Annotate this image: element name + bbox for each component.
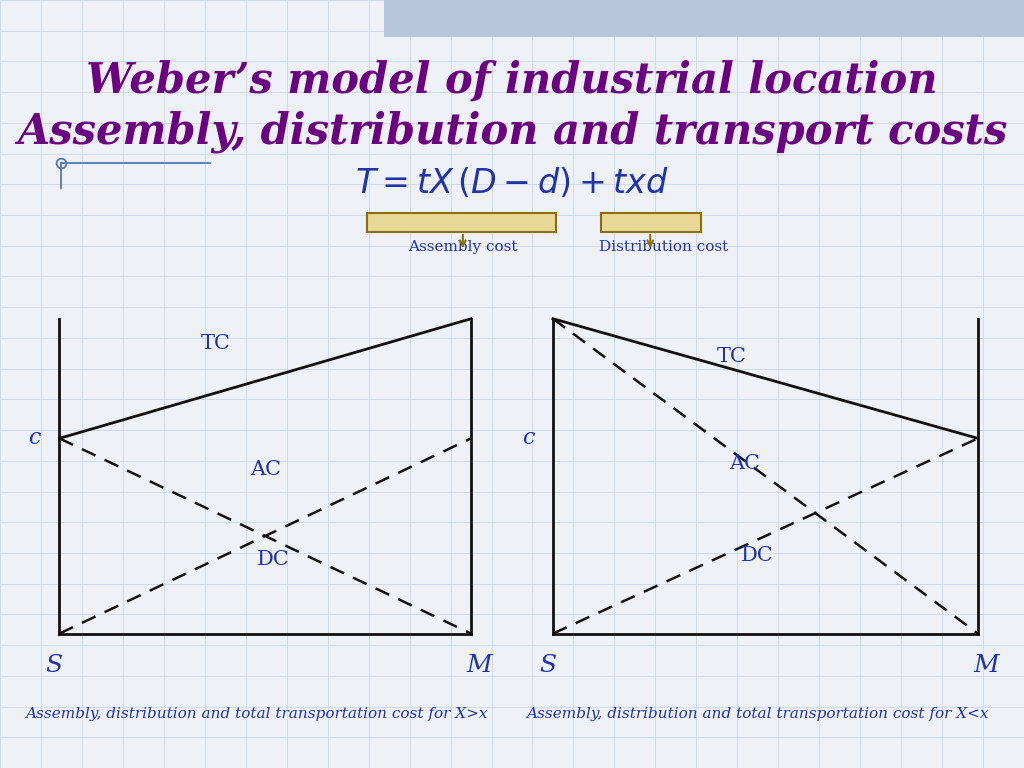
Text: TC: TC xyxy=(717,347,746,366)
Bar xyxy=(384,0,1024,37)
Text: AC: AC xyxy=(250,460,281,479)
Bar xyxy=(367,213,556,232)
Text: Assembly, distribution and transport costs: Assembly, distribution and transport cos… xyxy=(16,111,1008,154)
Text: Weber’s model of industrial location: Weber’s model of industrial location xyxy=(86,60,938,101)
Text: $T = tX\,(D - d) + txd$: $T = tX\,(D - d) + txd$ xyxy=(355,166,669,200)
Text: S: S xyxy=(540,654,556,677)
Text: Distribution cost: Distribution cost xyxy=(599,240,728,253)
Text: TC: TC xyxy=(201,334,230,353)
Text: Assembly, distribution and total transportation cost for X<x: Assembly, distribution and total transpo… xyxy=(526,707,989,721)
Text: DC: DC xyxy=(257,550,290,569)
Text: M: M xyxy=(466,654,493,677)
Text: M: M xyxy=(973,654,999,677)
Text: Assembly, distribution and total transportation cost for X>x: Assembly, distribution and total transpo… xyxy=(25,707,487,721)
Text: Assembly cost: Assembly cost xyxy=(409,240,517,253)
Text: AC: AC xyxy=(729,454,760,473)
Text: c: c xyxy=(522,427,535,449)
Text: S: S xyxy=(46,654,62,677)
Text: c: c xyxy=(29,427,41,449)
Text: DC: DC xyxy=(740,546,773,565)
Bar xyxy=(601,213,701,232)
